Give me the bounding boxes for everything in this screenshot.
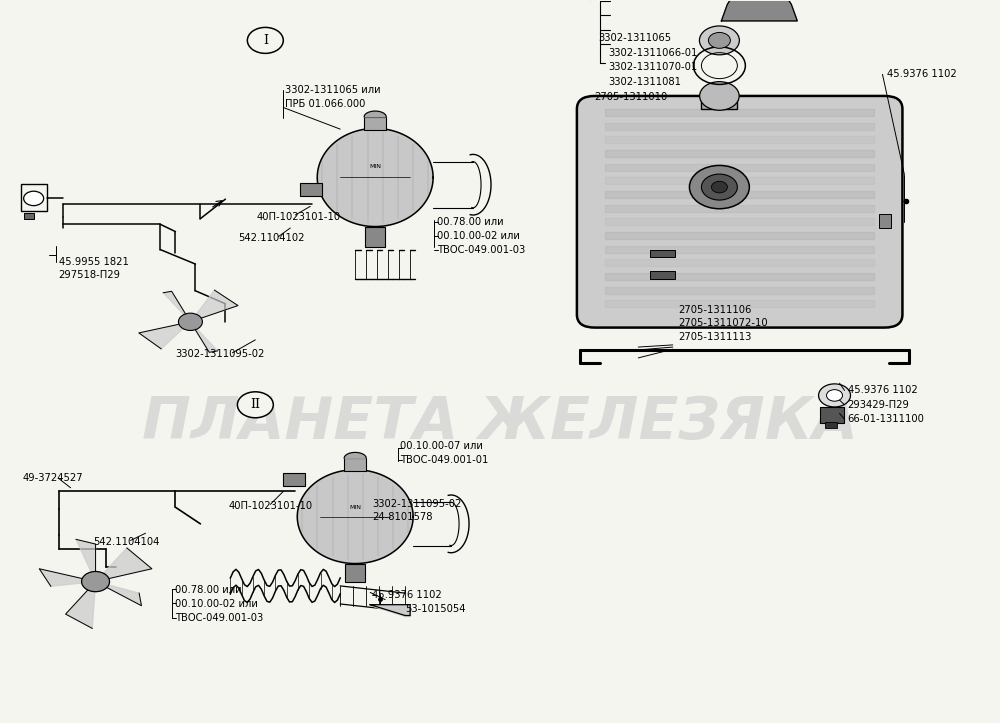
Circle shape <box>689 166 749 209</box>
Text: 3302-1311066-01: 3302-1311066-01 <box>608 48 697 58</box>
Polygon shape <box>317 129 433 226</box>
Circle shape <box>700 82 739 110</box>
Polygon shape <box>605 163 874 171</box>
Text: 53-1015054: 53-1015054 <box>405 604 466 614</box>
Text: 00.10.00-02 или: 00.10.00-02 или <box>175 599 258 609</box>
Text: I: I <box>263 34 268 47</box>
Polygon shape <box>605 136 874 143</box>
Text: 542.1104102: 542.1104102 <box>238 233 305 243</box>
Text: 542.1104104: 542.1104104 <box>94 537 160 547</box>
Polygon shape <box>76 539 96 581</box>
Circle shape <box>708 33 730 48</box>
Bar <box>701 96 737 109</box>
Circle shape <box>819 384 851 407</box>
Bar <box>879 214 891 228</box>
Circle shape <box>827 390 843 401</box>
Polygon shape <box>605 177 874 184</box>
Bar <box>820 407 844 423</box>
Text: 2705-1311072-10: 2705-1311072-10 <box>678 318 767 328</box>
Polygon shape <box>605 246 874 253</box>
Text: 2705-1311113: 2705-1311113 <box>678 332 751 342</box>
Text: 45.9376 1102: 45.9376 1102 <box>372 589 442 599</box>
Bar <box>364 117 386 130</box>
FancyBboxPatch shape <box>577 96 902 328</box>
Polygon shape <box>605 218 874 226</box>
Polygon shape <box>139 322 190 348</box>
Text: 3302-1311065 или: 3302-1311065 или <box>285 85 381 95</box>
Bar <box>283 473 305 486</box>
Bar <box>300 182 322 195</box>
Text: 3302-1311070-01: 3302-1311070-01 <box>608 62 697 72</box>
Text: 3302-1311081: 3302-1311081 <box>608 77 681 87</box>
Text: 3302-1311095-02: 3302-1311095-02 <box>372 499 462 509</box>
Text: 00.10.00-02 или: 00.10.00-02 или <box>437 231 520 241</box>
Polygon shape <box>605 300 874 307</box>
Bar <box>21 184 47 211</box>
Circle shape <box>82 571 110 591</box>
Text: 66-01-1311100: 66-01-1311100 <box>848 414 924 424</box>
Text: 40П-1023101-10: 40П-1023101-10 <box>228 501 313 511</box>
Text: MIN: MIN <box>349 505 361 510</box>
Text: ТВОС-049.001-03: ТВОС-049.001-03 <box>437 244 525 254</box>
Text: 297518-П29: 297518-П29 <box>59 270 121 280</box>
Polygon shape <box>364 111 386 117</box>
Text: 2705-1311010: 2705-1311010 <box>594 93 667 103</box>
Text: 45.9376 1102: 45.9376 1102 <box>887 69 957 80</box>
Bar <box>24 213 34 218</box>
Polygon shape <box>370 604 410 615</box>
Text: 00.78.00 или: 00.78.00 или <box>437 217 504 227</box>
Bar <box>825 422 837 428</box>
Polygon shape <box>297 470 413 563</box>
Polygon shape <box>605 259 874 266</box>
Polygon shape <box>190 322 218 352</box>
Polygon shape <box>96 548 152 581</box>
Polygon shape <box>605 232 874 239</box>
Polygon shape <box>163 291 190 322</box>
Polygon shape <box>605 191 874 198</box>
Polygon shape <box>66 581 96 628</box>
Text: 2705-1311106: 2705-1311106 <box>678 304 751 315</box>
Text: ТВОС-049.001-01: ТВОС-049.001-01 <box>400 455 489 465</box>
Circle shape <box>178 313 202 330</box>
Polygon shape <box>605 205 874 212</box>
Circle shape <box>711 181 727 193</box>
Polygon shape <box>721 0 797 21</box>
Text: 45.9955 1821: 45.9955 1821 <box>59 257 128 267</box>
Polygon shape <box>605 273 874 280</box>
Bar <box>344 458 366 471</box>
Bar <box>650 271 675 278</box>
Text: 3302-1311065: 3302-1311065 <box>598 33 671 43</box>
Circle shape <box>237 392 273 418</box>
Polygon shape <box>39 569 96 586</box>
Text: 24-8101578: 24-8101578 <box>372 513 433 523</box>
Bar <box>365 226 385 247</box>
Text: MIN: MIN <box>369 164 381 169</box>
Polygon shape <box>605 150 874 157</box>
Text: 49-3724527: 49-3724527 <box>23 474 83 484</box>
Circle shape <box>699 26 739 55</box>
Polygon shape <box>605 286 874 294</box>
Polygon shape <box>344 453 366 458</box>
Text: ПЛАНЕТА ЖЕЛЕЗЯКА: ПЛАНЕТА ЖЕЛЕЗЯКА <box>142 394 858 451</box>
Text: II: II <box>250 398 260 411</box>
Polygon shape <box>96 581 141 606</box>
Text: 293429-П29: 293429-П29 <box>848 400 909 410</box>
Text: 40П-1023101-10: 40П-1023101-10 <box>256 212 340 222</box>
Polygon shape <box>605 109 874 116</box>
Text: ПРБ 01.066.000: ПРБ 01.066.000 <box>285 99 366 109</box>
Bar <box>345 563 365 582</box>
Bar <box>650 249 675 257</box>
Text: 00.78.00 или: 00.78.00 или <box>175 585 242 595</box>
Text: 00.10.00-07 или: 00.10.00-07 или <box>400 441 483 451</box>
Text: ТВОС-049.001-03: ТВОС-049.001-03 <box>175 612 264 623</box>
Polygon shape <box>605 123 874 130</box>
Circle shape <box>247 27 283 54</box>
Polygon shape <box>190 290 238 322</box>
Circle shape <box>701 174 737 200</box>
Text: 45.9376 1102: 45.9376 1102 <box>848 385 917 395</box>
Circle shape <box>24 191 44 205</box>
Text: 3302-1311095-02: 3302-1311095-02 <box>175 349 265 359</box>
